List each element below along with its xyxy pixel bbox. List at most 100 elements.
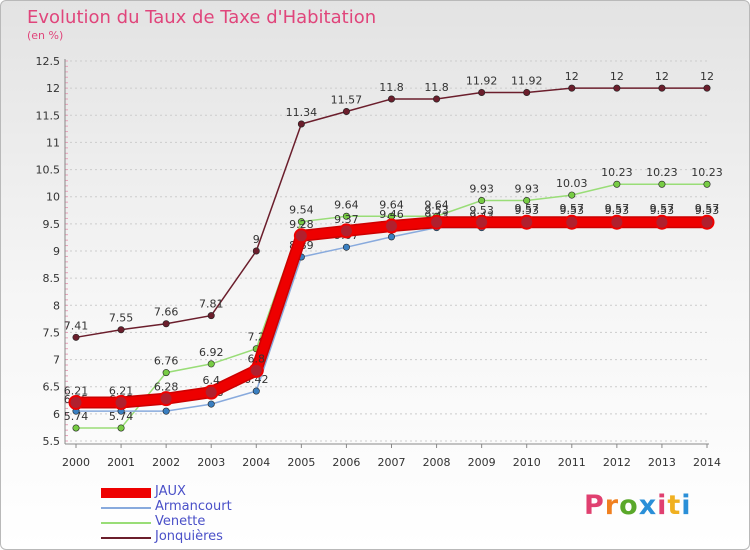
data-point-venette — [342, 212, 350, 220]
x-tick-label: 2009 — [468, 456, 496, 469]
y-tick-label: 12 — [46, 82, 60, 95]
data-point-venette — [72, 424, 80, 432]
data-label-jaux: 6.4 — [202, 374, 220, 387]
data-label-jonquires: 12 — [655, 70, 669, 83]
x-tick-label: 2003 — [197, 456, 225, 469]
data-point-jonquires — [703, 84, 711, 92]
data-label-jonquires: 11.92 — [466, 74, 498, 87]
data-point-jonquires — [433, 95, 441, 103]
data-point-venette — [523, 197, 531, 205]
data-label-jaux: 9.53 — [605, 204, 630, 217]
y-tick-label: 7 — [53, 354, 60, 367]
data-label-venette: 9.54 — [289, 204, 314, 217]
data-label-jonquires: 7.41 — [64, 319, 89, 332]
data-point-venette — [297, 218, 305, 226]
data-point-jaux — [429, 214, 445, 230]
logo-letter: i — [681, 490, 692, 521]
data-label-jonquires: 7.66 — [154, 306, 179, 319]
x-tick-label: 2013 — [648, 456, 676, 469]
data-point-jaux — [699, 214, 715, 230]
legend-label: Venette — [155, 514, 206, 529]
data-label-venette: 10.23 — [601, 166, 633, 179]
legend-swatch — [101, 507, 151, 509]
data-point-jonquires — [252, 247, 260, 255]
data-point-venette — [613, 180, 621, 188]
legend-swatch — [101, 537, 151, 539]
x-tick-label: 2000 — [62, 456, 90, 469]
data-point-jonquires — [523, 88, 531, 96]
logo-letter: x — [638, 490, 658, 521]
data-point-venette — [658, 180, 666, 188]
data-point-venette — [478, 197, 486, 205]
logo-letter: o — [619, 490, 639, 521]
data-point-jaux — [519, 214, 535, 230]
data-label-armancourt: 9.57 — [514, 202, 539, 215]
data-label-jonquires: 12 — [565, 70, 579, 83]
data-label-venette: 5.74 — [109, 410, 134, 423]
x-tick-label: 2008 — [423, 456, 451, 469]
data-point-jonquires — [207, 312, 215, 320]
data-label-jonquires: 11.92 — [511, 74, 543, 87]
y-tick-label: 8 — [53, 299, 60, 312]
data-point-jonquires — [613, 84, 621, 92]
data-label-venette: 9.93 — [514, 183, 539, 196]
data-label-jonquires: 7.55 — [109, 312, 134, 325]
data-label-jonquires: 11.57 — [331, 93, 363, 106]
data-point-jaux — [609, 214, 625, 230]
data-point-jonquires — [387, 95, 395, 103]
data-point-jonquires — [117, 326, 125, 334]
data-point-venette — [568, 191, 576, 199]
y-tick-label: 11.5 — [36, 109, 61, 122]
logo-letter: r — [604, 490, 620, 521]
y-tick-label: 7.5 — [43, 326, 61, 339]
data-label-jonquires: 12 — [610, 70, 624, 83]
data-point-armancourt — [252, 387, 260, 395]
data-label-venette: 9.64 — [334, 198, 359, 211]
data-label-venette: 10.23 — [691, 166, 723, 179]
x-tick-label: 2007 — [378, 456, 406, 469]
data-label-jaux: 6.21 — [64, 384, 89, 397]
data-label-jaux: 9.53 — [424, 204, 449, 217]
data-label-jaux: 9.53 — [560, 204, 585, 217]
x-tick-label: 2011 — [558, 456, 586, 469]
data-label-jonquires: 9 — [253, 233, 260, 246]
data-label-venette: 10.03 — [556, 177, 588, 190]
y-tick-label: 6 — [53, 408, 60, 421]
x-tick-label: 2002 — [152, 456, 180, 469]
data-label-armancourt: 9.57 — [695, 202, 720, 215]
data-point-armancourt — [162, 407, 170, 415]
x-tick-label: 2005 — [287, 456, 315, 469]
data-point-venette — [703, 180, 711, 188]
x-tick-label: 2012 — [603, 456, 631, 469]
data-label-jaux: 9.53 — [650, 204, 675, 217]
data-label-jonquires: 11.34 — [286, 106, 318, 119]
x-tick-label: 2001 — [107, 456, 135, 469]
proxiti-logo: Proxiti — [584, 490, 692, 521]
data-point-jaux — [384, 218, 399, 234]
legend-label: Armancourt — [155, 499, 232, 514]
data-point-jonquires — [658, 84, 666, 92]
logo-letter: i — [657, 490, 668, 521]
data-point-jaux — [68, 394, 84, 410]
data-label-jaux: 9.46 — [379, 208, 404, 221]
y-tick-label: 6.5 — [43, 381, 61, 394]
data-point-jonquires — [72, 333, 80, 341]
legend-swatch — [101, 522, 151, 524]
x-tick-label: 2006 — [332, 456, 360, 469]
logo-letter: P — [584, 490, 605, 521]
data-label-armancourt: 9.57 — [605, 202, 630, 215]
data-label-venette: 6.76 — [154, 355, 179, 368]
data-label-venette: 9.64 — [379, 198, 404, 211]
y-tick-label: 12.5 — [36, 55, 61, 68]
data-point-jaux — [248, 362, 264, 378]
data-label-venette: 9.93 — [469, 183, 494, 196]
data-label-jaux: 6.21 — [109, 384, 134, 397]
x-tick-label: 2004 — [242, 456, 270, 469]
y-tick-label: 9.5 — [43, 218, 61, 231]
data-label-jaux: 9.53 — [514, 204, 539, 217]
data-label-jaux: 9.53 — [469, 204, 494, 217]
y-tick-label: 10.5 — [36, 164, 61, 177]
x-tick-label: 2014 — [693, 456, 721, 469]
